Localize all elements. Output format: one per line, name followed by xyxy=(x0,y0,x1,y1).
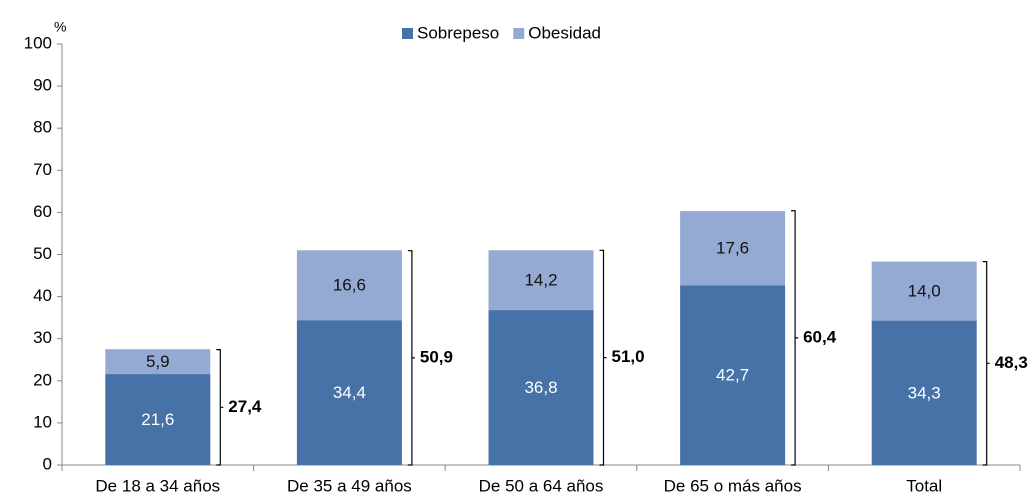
y-tick-label: 90 xyxy=(33,76,52,95)
value-label: 14,0 xyxy=(908,282,941,301)
y-tick-label: 100 xyxy=(24,33,52,52)
total-label: 50,9 xyxy=(420,347,453,366)
y-tick-label: 30 xyxy=(33,328,52,347)
x-tick-label: De 35 a 49 años xyxy=(287,476,412,495)
x-tick-label: De 18 a 34 años xyxy=(95,476,220,495)
bar-segment xyxy=(488,310,594,465)
bar-segment xyxy=(105,349,211,375)
y-tick-label: 60 xyxy=(33,202,52,221)
total-bracket xyxy=(982,261,990,466)
y-tick-label: 10 xyxy=(33,412,52,431)
total-bracket xyxy=(216,349,224,466)
y-tick-label: 80 xyxy=(33,118,52,137)
bar-segment xyxy=(871,320,977,465)
bar-segment xyxy=(680,285,786,465)
y-tick-label: 20 xyxy=(33,370,52,389)
value-label: 36,8 xyxy=(524,378,557,397)
total-label: 51,0 xyxy=(612,347,645,366)
value-label: 17,6 xyxy=(716,239,749,258)
total-label: 48,3 xyxy=(995,353,1028,372)
bar-segment xyxy=(488,250,594,311)
value-label: 21,6 xyxy=(141,410,174,429)
value-label: 34,3 xyxy=(908,383,941,402)
legend-label: Obesidad xyxy=(528,23,601,42)
total-bracket xyxy=(791,210,799,466)
value-label: 5,9 xyxy=(146,352,170,371)
x-tick-label: De 50 a 64 años xyxy=(479,476,604,495)
total-bracket xyxy=(599,249,607,466)
total-label: 27,4 xyxy=(228,397,262,416)
total-label: 60,4 xyxy=(803,327,837,346)
legend-swatch xyxy=(513,28,525,39)
x-tick-label: De 65 o más años xyxy=(664,476,802,495)
y-tick-label: 40 xyxy=(33,286,52,305)
value-label: 42,7 xyxy=(716,366,749,385)
x-tick-label: Total xyxy=(906,476,942,495)
bar-segment xyxy=(296,320,402,465)
legend-label: Sobrepeso xyxy=(417,23,499,42)
value-label: 34,4 xyxy=(333,383,366,402)
bar-segment xyxy=(105,374,211,465)
y-tick-label: 0 xyxy=(43,454,52,473)
y-tick-label: 50 xyxy=(33,244,52,263)
bar-segment xyxy=(871,261,977,321)
total-bracket xyxy=(407,250,415,466)
value-label: 16,6 xyxy=(333,276,366,295)
bar-segment xyxy=(296,250,402,321)
value-label: 14,2 xyxy=(524,271,557,290)
y-axis-label: % xyxy=(54,19,66,35)
bar-segment xyxy=(680,211,786,286)
legend-swatch xyxy=(402,28,413,39)
y-tick-label: 70 xyxy=(33,160,52,179)
